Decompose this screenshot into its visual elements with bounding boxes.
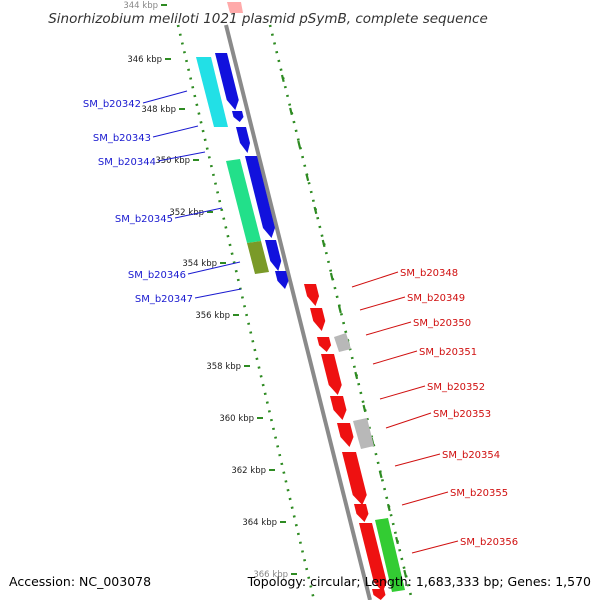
reverse-gene-arrow bbox=[359, 523, 387, 592]
tick-label: 362 kbp bbox=[231, 466, 266, 476]
accession-text: Accession: NC_003078 bbox=[9, 574, 151, 589]
gene-label-sm_b20350[interactable]: SM_b20350 bbox=[413, 318, 471, 329]
green-feature-block bbox=[375, 518, 405, 592]
leader-line bbox=[187, 261, 241, 275]
gene-label-sm_b20352[interactable]: SM_b20352 bbox=[427, 382, 485, 393]
grey-feature-block bbox=[334, 333, 351, 352]
leader-line bbox=[152, 125, 199, 138]
gene-label-sm_b20342[interactable]: SM_b20342 bbox=[83, 99, 141, 110]
gene-label-sm_b20346[interactable]: SM_b20346 bbox=[128, 270, 186, 281]
gene-labels: SM_b20342 SM_b20343 SM_b20344 SM_b20345 SM_b… bbox=[83, 99, 518, 548]
green-feature-block bbox=[226, 159, 261, 243]
tick-label: 358 kbp bbox=[206, 362, 241, 372]
tick-label: 364 kbp bbox=[242, 518, 277, 528]
tick-labels: 344 kbp 346 kbp 348 kbp 350 kbp 352 kbp 354 k… bbox=[123, 1, 297, 580]
reverse-gene-arrow bbox=[372, 589, 386, 600]
reverse-gene-arrow bbox=[337, 423, 354, 447]
map-title: Sinorhizobium meliloti 1021 plasmid pSym… bbox=[48, 11, 488, 27]
tick-label: 350 kbp bbox=[155, 156, 190, 166]
reverse-gene-arrow bbox=[310, 308, 326, 331]
gene-label-sm_b20349[interactable]: SM_b20349 bbox=[407, 293, 465, 304]
forward-gene-arrow bbox=[245, 156, 275, 238]
tick-label: 360 kbp bbox=[219, 414, 254, 424]
reverse-gene-arrow bbox=[321, 354, 342, 395]
backbone-layer bbox=[224, 24, 372, 600]
gene-label-sm_b20347[interactable]: SM_b20347 bbox=[135, 294, 193, 305]
tick-label: 356 kbp bbox=[195, 311, 230, 321]
leader-line bbox=[372, 350, 418, 365]
gene-label-sm_b20354[interactable]: SM_b20354 bbox=[442, 450, 500, 461]
reverse-gene-arrow bbox=[317, 337, 332, 352]
leader-line bbox=[411, 540, 459, 554]
feature-blocks bbox=[196, 2, 405, 592]
reverse-gene-arrow bbox=[342, 452, 367, 505]
tick-label: 354 kbp bbox=[182, 259, 217, 269]
tick-label: 352 kbp bbox=[169, 208, 204, 218]
leader-line bbox=[379, 385, 426, 400]
gene-label-sm_b20348[interactable]: SM_b20348 bbox=[400, 268, 458, 279]
forward-gene-arrow bbox=[265, 240, 282, 271]
gene-label-sm_b20351[interactable]: SM_b20351 bbox=[419, 347, 477, 358]
gene-label-sm_b20344[interactable]: SM_b20344 bbox=[98, 157, 156, 168]
leader-line bbox=[351, 271, 399, 288]
grey-feature-block bbox=[353, 418, 374, 449]
gene-label-sm_b20343[interactable]: SM_b20343 bbox=[93, 133, 151, 144]
sequence-backbone bbox=[224, 24, 372, 600]
gene-label-sm_b20356[interactable]: SM_b20356 bbox=[460, 537, 518, 548]
cyan-feature-block bbox=[196, 57, 228, 127]
tick-label: 348 kbp bbox=[141, 105, 176, 115]
reverse-gene-arrow bbox=[330, 396, 347, 420]
reverse-gene-arrow bbox=[354, 504, 369, 522]
leader-line bbox=[365, 321, 412, 336]
forward-gene-arrow bbox=[215, 53, 239, 110]
gene-label-sm_b20353[interactable]: SM_b20353 bbox=[433, 409, 491, 420]
tick-label: 366 kbp bbox=[253, 570, 288, 580]
leader-line bbox=[142, 90, 188, 104]
leader-line bbox=[385, 412, 432, 429]
label-leaders bbox=[142, 90, 459, 554]
forward-gene-arrow bbox=[236, 127, 250, 153]
leader-line bbox=[194, 288, 242, 299]
gene-arrows bbox=[215, 53, 387, 600]
leader-line bbox=[359, 296, 406, 311]
olive-feature-block bbox=[247, 241, 269, 274]
leader-line bbox=[401, 491, 449, 506]
tick-label: 346 kbp bbox=[127, 55, 162, 65]
tick-label: 344 kbp bbox=[123, 1, 158, 11]
reverse-gene-arrow bbox=[304, 284, 320, 306]
leader-line bbox=[174, 207, 223, 219]
partial-gene-block bbox=[227, 2, 243, 13]
topology-summary: Topology: circular; Length: 1,683,333 bp… bbox=[247, 574, 591, 589]
forward-gene-arrow bbox=[232, 111, 244, 122]
leader-line bbox=[394, 453, 441, 467]
gene-label-sm_b20355[interactable]: SM_b20355 bbox=[450, 488, 508, 499]
gene-label-sm_b20345[interactable]: SM_b20345 bbox=[115, 214, 173, 225]
leader-line bbox=[157, 151, 206, 162]
forward-gene-arrow bbox=[275, 271, 289, 289]
